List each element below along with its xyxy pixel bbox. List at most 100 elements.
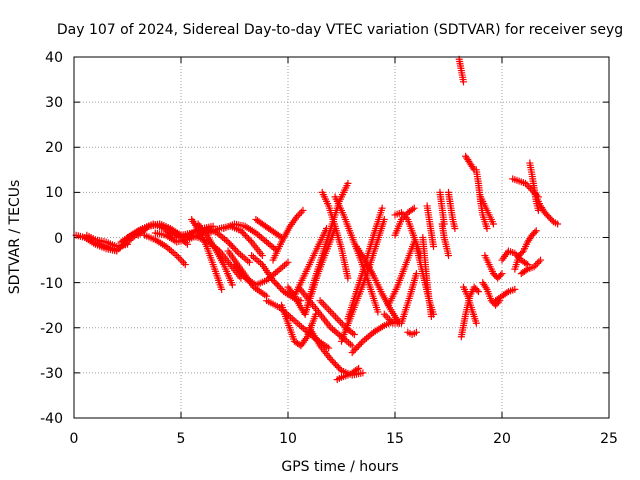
data-point: [277, 284, 285, 292]
data-point: [533, 259, 541, 267]
chart-title: Day 107 of 2024, Sidereal Day-to-day VTE…: [57, 22, 623, 38]
data-point: [497, 271, 505, 279]
data-point: [348, 349, 356, 357]
data-point: [397, 209, 405, 217]
data-point: [350, 331, 358, 339]
data-point: [272, 280, 280, 288]
data-point: [518, 249, 526, 257]
data-points: [72, 55, 562, 384]
data-point: [511, 249, 519, 257]
data-point: [399, 210, 407, 218]
data-point: [472, 319, 480, 327]
x-tick-label: 0: [70, 431, 79, 447]
data-point: [473, 286, 481, 294]
data-point: [483, 224, 491, 232]
data-point: [258, 252, 266, 260]
y-tick-label: 30: [45, 95, 63, 111]
data-point: [469, 164, 477, 172]
x-tick-labels: 0 5 10 15 20 25: [70, 431, 618, 447]
data-point: [294, 212, 302, 220]
data-point: [412, 270, 420, 278]
data-point: [327, 355, 335, 363]
data-point: [532, 227, 540, 235]
data-point: [230, 244, 238, 252]
data-point: [328, 357, 336, 365]
data-point: [522, 179, 530, 187]
data-point: [554, 220, 562, 228]
data-point: [344, 274, 352, 282]
data-point: [333, 362, 341, 370]
y-tick-label: -30: [40, 366, 63, 382]
data-point: [409, 205, 417, 213]
data-point: [523, 181, 531, 189]
data-point: [330, 359, 338, 367]
data-point: [427, 312, 435, 320]
data-point: [531, 228, 539, 236]
data-point: [410, 204, 418, 212]
data-point: [293, 213, 301, 221]
data-point: [357, 339, 365, 347]
y-tick-label: 0: [54, 231, 63, 247]
data-point: [344, 179, 352, 187]
data-point: [522, 259, 530, 267]
data-point: [228, 281, 236, 289]
data-point: [355, 364, 363, 372]
data-point: [412, 328, 420, 336]
data-point: [532, 261, 540, 269]
data-point: [397, 215, 405, 223]
data-point: [181, 261, 189, 269]
data-point: [430, 243, 438, 251]
data-point: [299, 206, 307, 214]
data-point: [233, 248, 241, 256]
data-point: [522, 266, 530, 274]
data-point: [227, 241, 235, 249]
data-point: [498, 270, 506, 278]
data-point: [243, 233, 251, 241]
data-point: [503, 289, 511, 297]
y-axis-label: SDTVAR / TECUs: [7, 180, 23, 295]
data-point: [530, 263, 538, 271]
data-point: [474, 288, 482, 296]
data-point: [489, 220, 497, 228]
x-tick-label: 5: [177, 431, 186, 447]
data-point: [374, 308, 382, 316]
data-point: [537, 256, 545, 264]
data-point: [349, 329, 357, 337]
data-point: [348, 342, 356, 350]
data-point: [240, 230, 248, 238]
data-point: [271, 278, 279, 286]
x-axis-label: GPS time / hours: [281, 459, 398, 475]
y-tick-label: 40: [45, 50, 63, 66]
data-point: [242, 232, 250, 240]
data-point: [245, 235, 253, 243]
data-point: [232, 246, 240, 254]
data-point: [351, 345, 359, 353]
data-point: [482, 284, 490, 292]
data-point: [245, 258, 253, 266]
data-point: [401, 212, 409, 220]
data-point: [353, 344, 361, 352]
data-point: [238, 228, 246, 236]
y-tick-label: -10: [40, 276, 63, 292]
data-point: [274, 281, 282, 289]
y-tick-labels: -40 -30 -20 -10 0 10 20 30 40: [40, 50, 63, 427]
data-point: [350, 347, 358, 355]
x-tick-label: 25: [600, 431, 618, 447]
y-tick-label: 20: [45, 140, 63, 156]
data-point: [354, 342, 362, 350]
data-point: [297, 208, 305, 216]
y-tick-label: -40: [40, 411, 63, 427]
data-point: [275, 283, 283, 291]
data-point: [218, 285, 226, 293]
data-point: [325, 344, 333, 352]
data-point: [353, 365, 361, 373]
x-tick-label: 10: [279, 431, 297, 447]
data-point: [296, 210, 304, 218]
data-point: [535, 258, 543, 266]
x-tick-label: 20: [493, 431, 511, 447]
x-tick-label: 15: [386, 431, 404, 447]
data-point: [226, 240, 234, 248]
data-point: [459, 78, 467, 86]
data-point: [246, 236, 254, 244]
